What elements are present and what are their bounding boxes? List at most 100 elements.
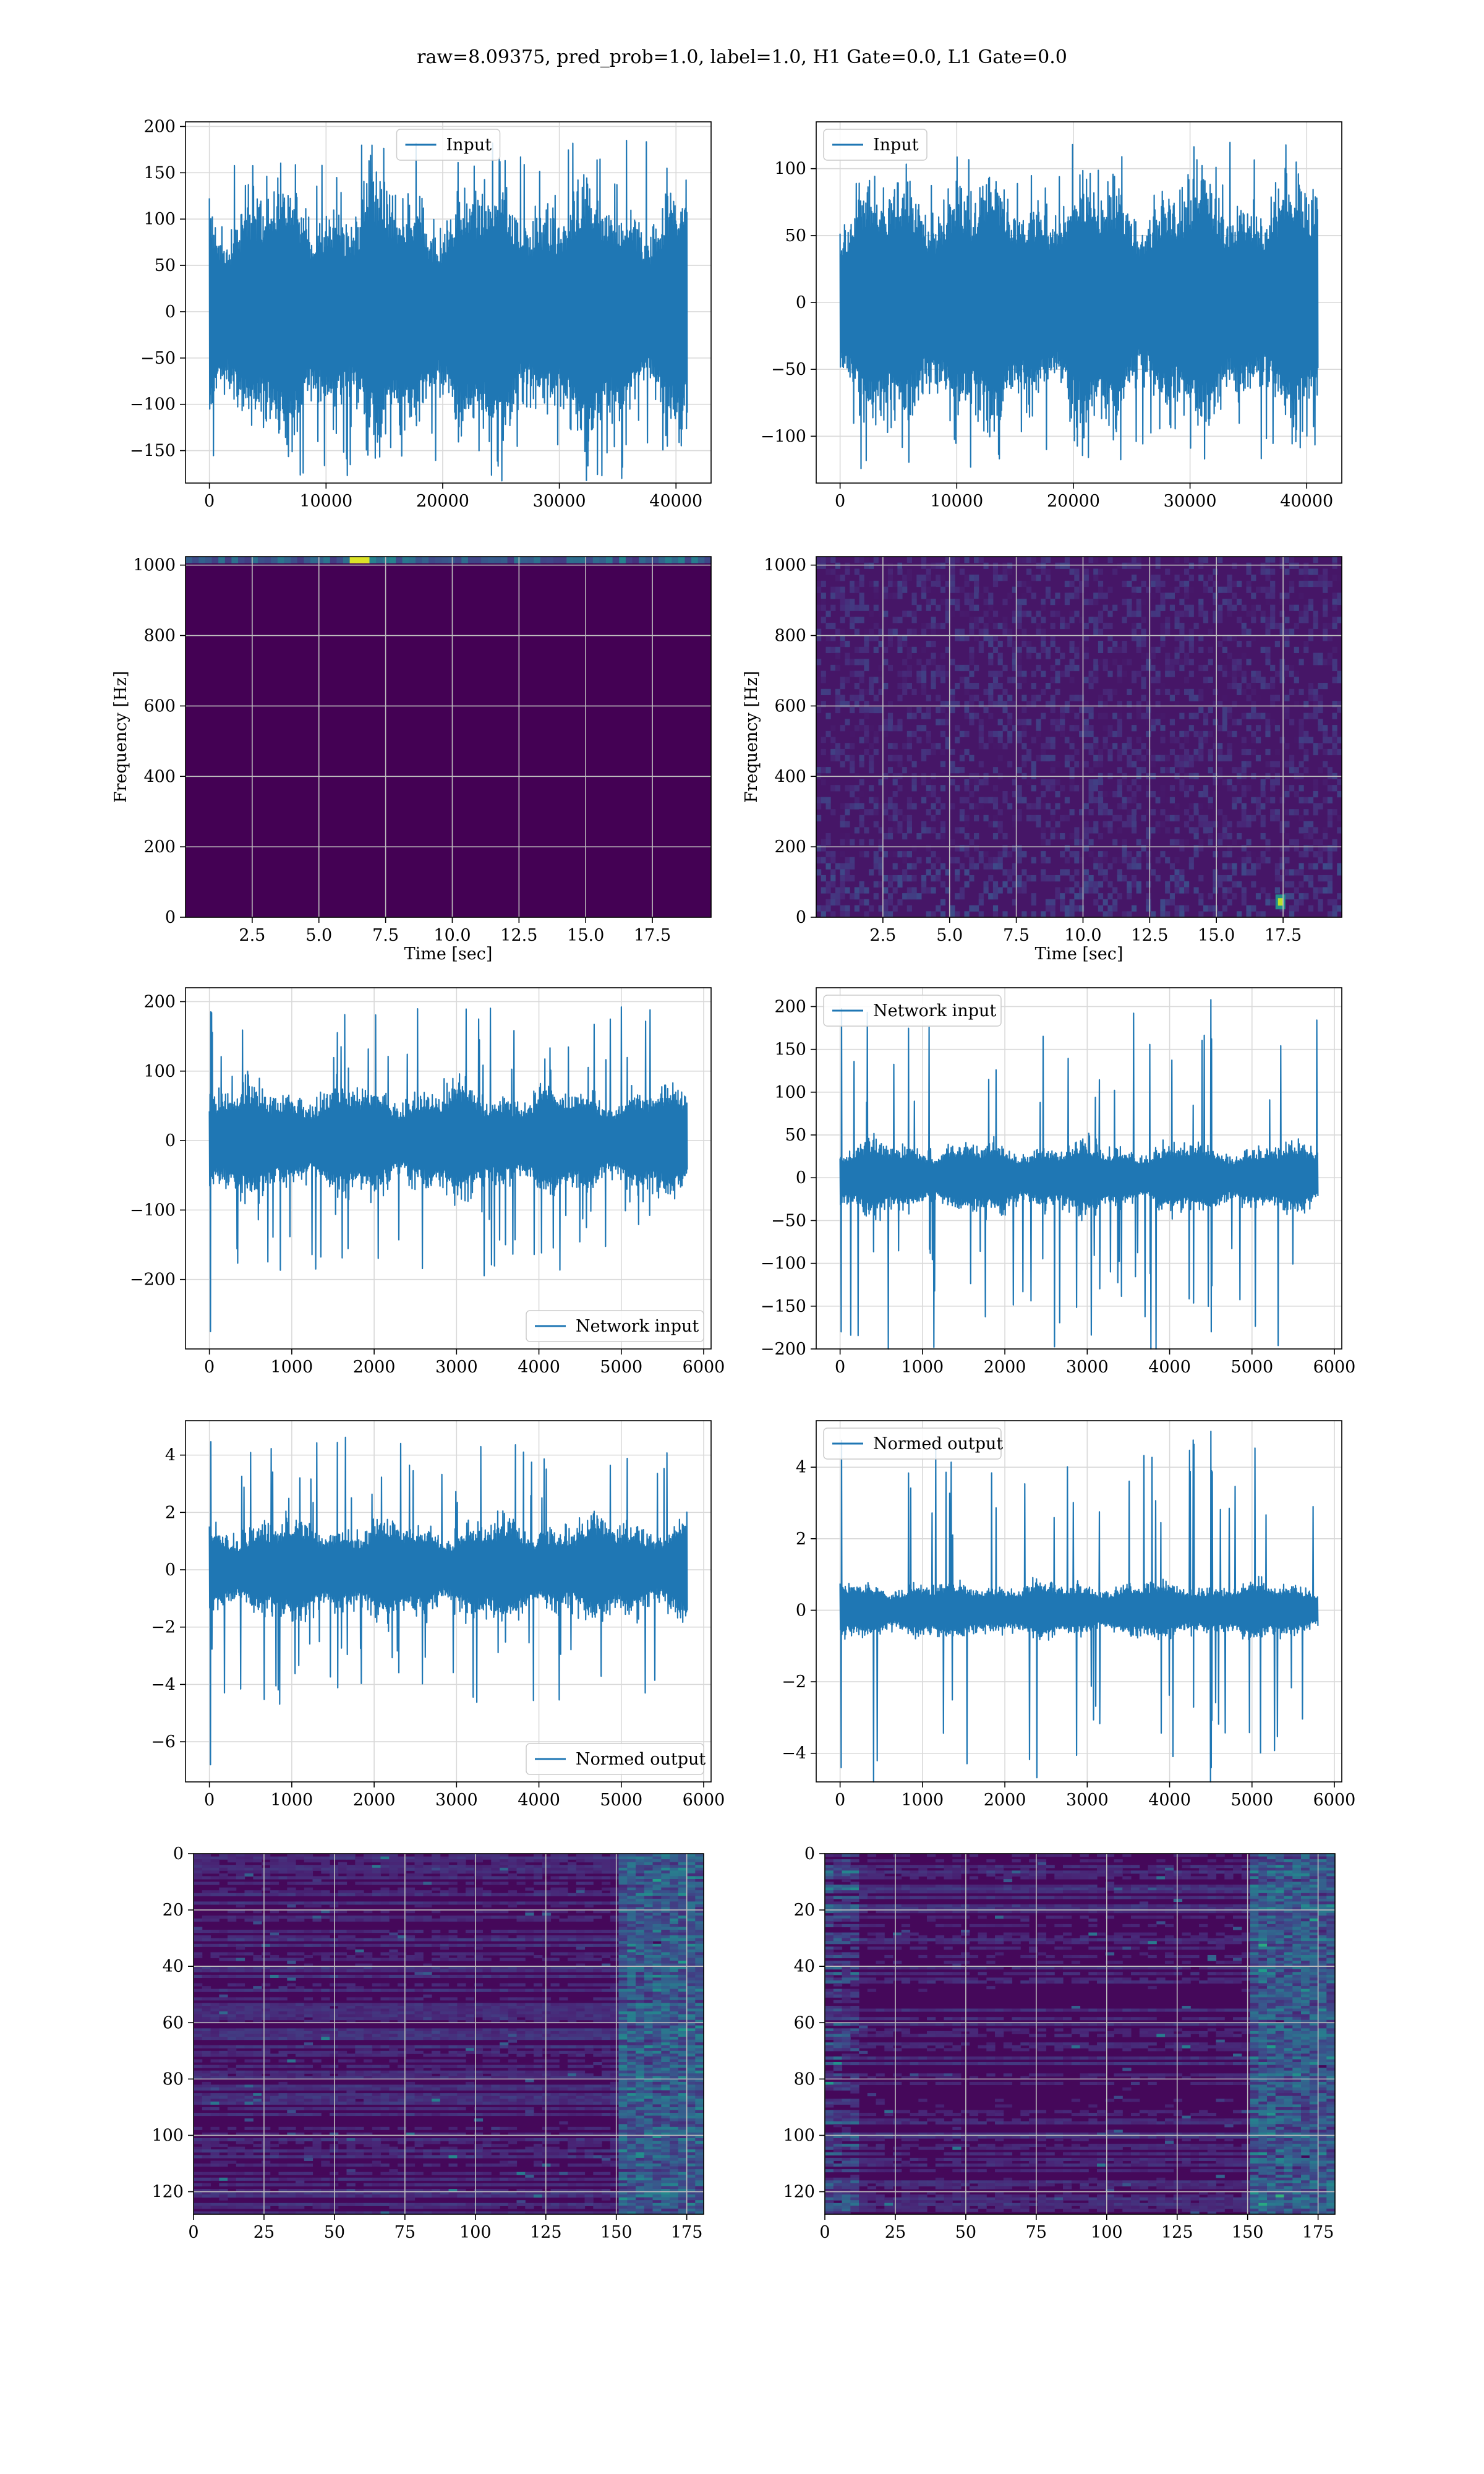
x-tick-label: 5.0: [936, 926, 963, 945]
heatmap-cell: [205, 557, 213, 563]
heatmap-cell: [1323, 863, 1328, 870]
heatmap-cell: [878, 706, 884, 714]
heatmap-cell: [466, 2006, 475, 2010]
heatmap-cell: [1284, 785, 1290, 792]
heatmap-cell: [883, 610, 889, 617]
heatmap-cell: [921, 677, 927, 683]
heatmap-cell: [253, 2006, 262, 2010]
heatmap-cell: [969, 719, 974, 726]
heatmap-cell: [602, 1938, 611, 1941]
heatmap-cell: [883, 719, 889, 726]
heatmap-cell: [1208, 586, 1213, 593]
axes-frame: [185, 556, 712, 918]
heatmap-cell: [1270, 761, 1276, 768]
heatmap-cell: [1308, 695, 1314, 701]
heatmap-cell: [534, 1856, 543, 1860]
heatmap-cell: [978, 593, 984, 599]
heatmap-cell: [926, 887, 931, 894]
heatmap-cell: [210, 1890, 220, 1894]
heatmap-cell: [1279, 737, 1285, 743]
heatmap-cell: [304, 1915, 313, 1919]
heatmap-cell: [219, 1943, 228, 1947]
heatmap-cell: [364, 2011, 373, 2015]
heatmap-cell: [406, 1887, 416, 1891]
heatmap-cell: [1041, 670, 1046, 677]
heatmap-cell: [983, 881, 989, 888]
heatmap-cell: [304, 1856, 313, 1860]
heatmap-cell: [632, 557, 639, 563]
heatmap-cell: [236, 1966, 245, 1970]
heatmap-cell: [1198, 875, 1204, 882]
heatmap-cell: [559, 1974, 568, 1978]
heatmap-cell: [1203, 586, 1209, 593]
heatmap-cell: [678, 1862, 688, 1865]
heatmap-cell: [873, 622, 879, 630]
heatmap-cell: [618, 1943, 628, 1947]
heatmap-cell: [262, 1856, 271, 1860]
heatmap-cell: [840, 911, 845, 918]
heatmap-cell: [284, 557, 291, 563]
heatmap-cell: [897, 695, 903, 701]
heatmap-cell: [1165, 797, 1171, 803]
heatmap-cell: [194, 1938, 203, 1941]
heatmap-cell: [194, 1856, 203, 1860]
heatmap-cell: [228, 2011, 237, 2015]
heatmap-cell: [211, 557, 219, 563]
heatmap-cell: [1160, 641, 1166, 648]
heatmap-cell: [440, 1859, 450, 1863]
heatmap-cell: [1303, 730, 1309, 737]
heatmap-cell: [1169, 659, 1175, 666]
heatmap-cell: [210, 1930, 220, 1933]
heatmap-cell: [1174, 869, 1180, 876]
heatmap-cell: [686, 1961, 696, 1964]
y-tick-label: 150: [774, 1040, 806, 1059]
heatmap-cell: [534, 1955, 543, 1959]
heatmap-cell: [1064, 905, 1070, 912]
heatmap-cell: [661, 1854, 670, 1857]
heatmap-cell: [1155, 821, 1161, 828]
heatmap-cell: [1289, 664, 1295, 672]
heatmap-cell: [636, 1896, 645, 1899]
heatmap-cell: [440, 2003, 450, 2006]
heatmap-cell: [1332, 899, 1337, 905]
heatmap-cell: [1298, 593, 1304, 599]
heatmap-cell: [228, 2003, 237, 2006]
heatmap-cell: [1012, 641, 1017, 648]
heatmap-cell: [202, 2003, 211, 2006]
heatmap-cell: [202, 1966, 211, 1970]
heatmap-cell: [825, 622, 831, 630]
heatmap-cell: [1074, 575, 1080, 581]
heatmap-cell: [1323, 628, 1328, 635]
heatmap-cell: [1083, 568, 1089, 575]
heatmap-cell: [466, 1930, 475, 1933]
heatmap-cell: [988, 670, 994, 677]
heatmap-cell: [644, 2011, 654, 2015]
heatmap-cell: [936, 797, 941, 803]
heatmap-cell: [1160, 683, 1166, 690]
heatmap-cell: [1227, 610, 1232, 617]
heatmap-cell: [1208, 797, 1213, 803]
heatmap-cell: [398, 1893, 407, 1896]
heatmap-cell: [346, 1930, 356, 1933]
heatmap-cell: [1112, 646, 1118, 653]
heatmap-cell: [887, 748, 893, 756]
heatmap-cell: [457, 1862, 466, 1865]
heatmap-cell: [194, 1867, 203, 1871]
heatmap-cell: [627, 1898, 636, 1902]
heatmap-cell: [821, 593, 826, 599]
heatmap-cell: [550, 1966, 560, 1970]
heatmap-cell: [406, 1873, 416, 1877]
heatmap-cell: [1017, 659, 1022, 666]
heatmap-cell: [950, 761, 955, 768]
heatmap-cell: [1323, 827, 1328, 834]
heatmap-cell: [1169, 863, 1175, 870]
heatmap-cell: [1127, 755, 1132, 761]
heatmap-cell: [406, 1893, 416, 1896]
heatmap-cell: [1093, 670, 1099, 677]
heatmap-cell: [1318, 845, 1323, 852]
heatmap-cell: [652, 1930, 662, 1933]
heatmap-cell: [210, 1974, 220, 1978]
heatmap-cell: [287, 1856, 296, 1860]
heatmap-cell: [1169, 593, 1175, 599]
heatmap-cell: [253, 1876, 262, 1880]
